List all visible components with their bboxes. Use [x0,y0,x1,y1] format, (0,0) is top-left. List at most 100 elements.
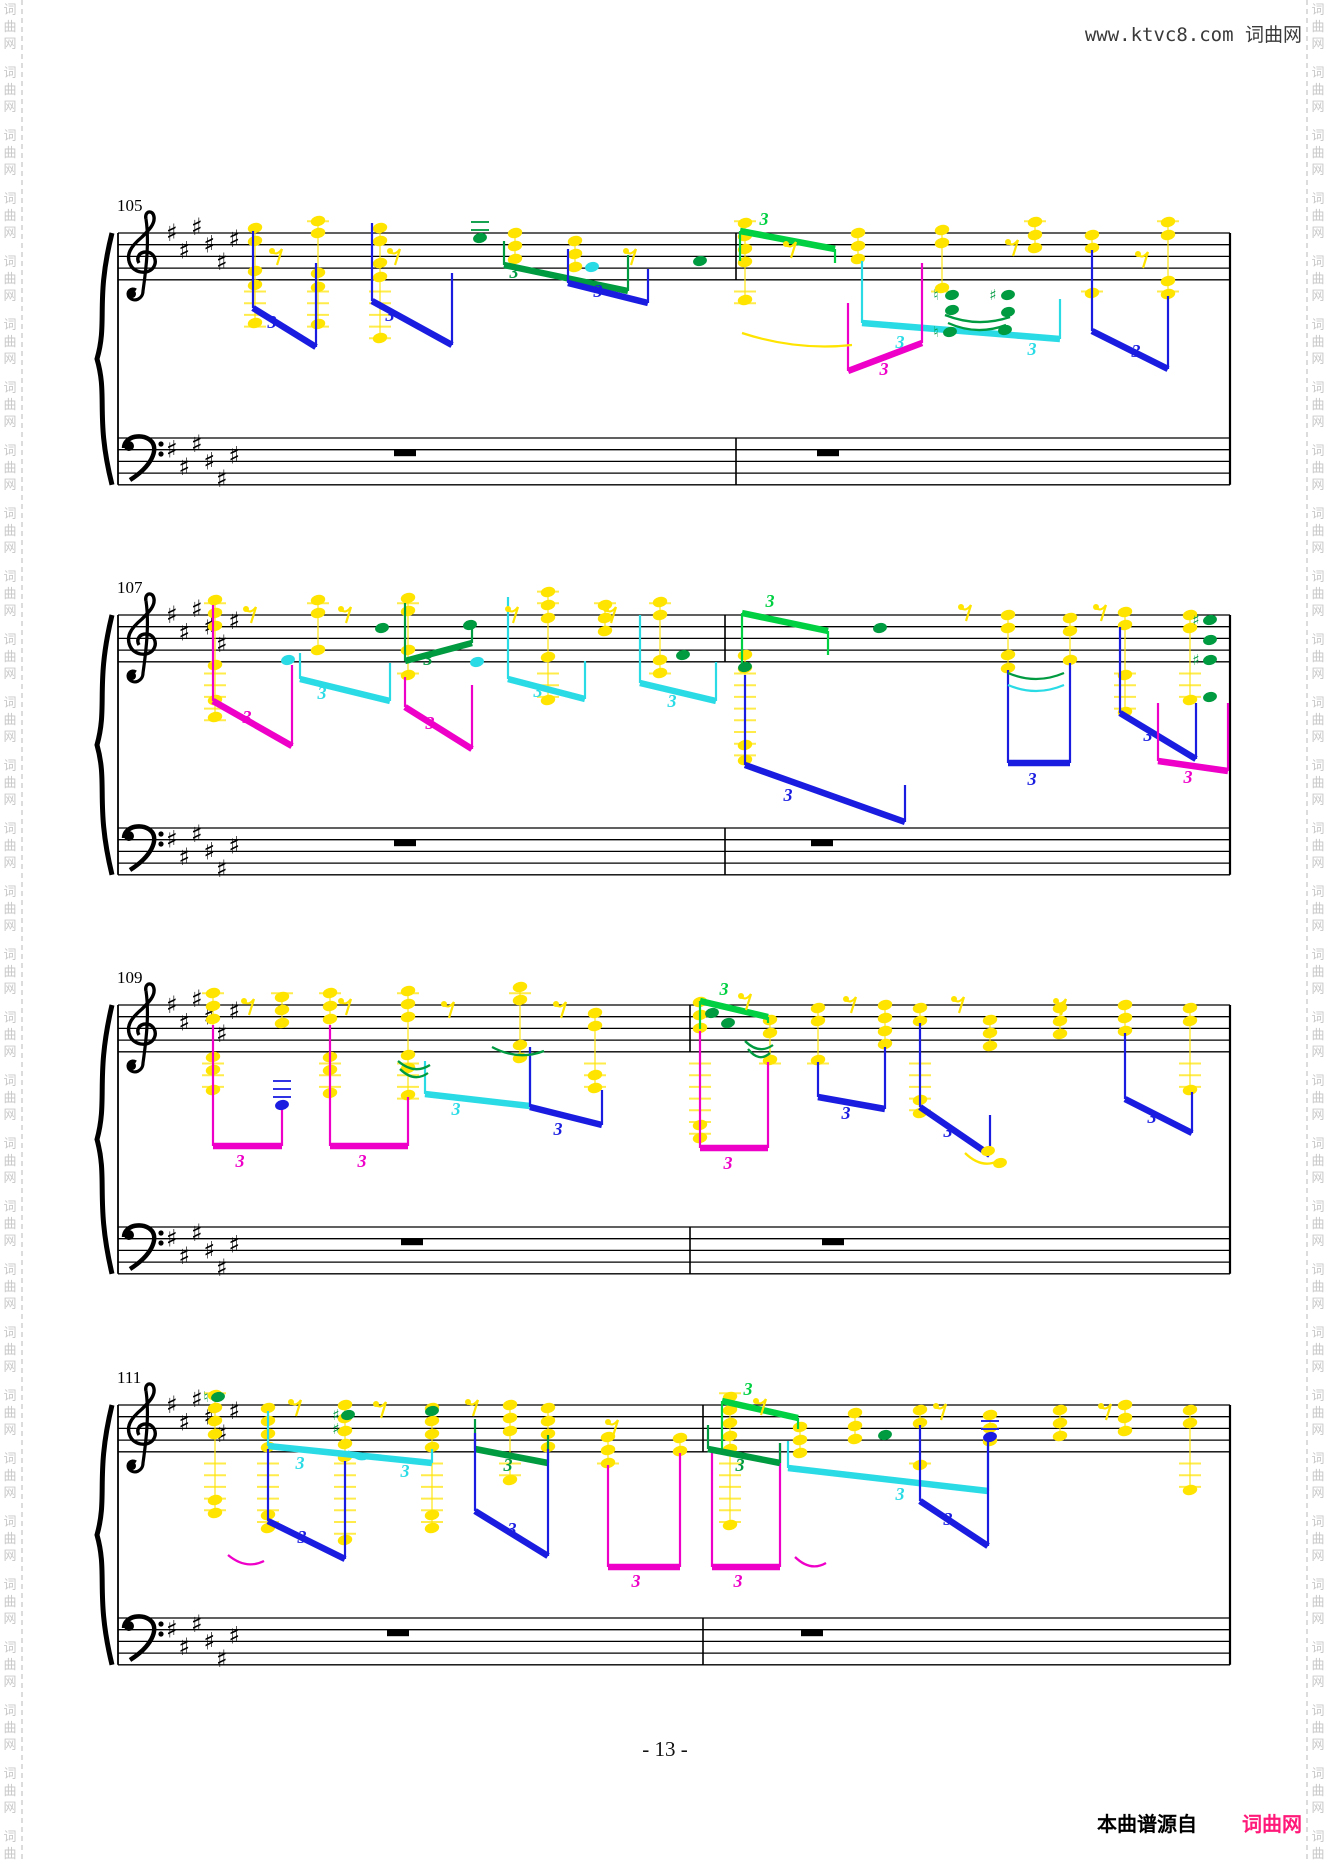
notehead [1062,625,1078,637]
notehead [877,1012,893,1024]
notehead [722,1404,738,1416]
watermark-char: 网 [3,1423,16,1438]
key-signature-sharp: ♯ [216,855,228,883]
triplet-label: 3 [297,1527,307,1547]
notehead [424,1509,440,1521]
notehead [1160,288,1176,300]
notehead [1160,275,1176,287]
eighth-rest-icon [1093,604,1108,622]
notehead [1000,649,1016,661]
watermark-char: 网 [1311,415,1324,430]
triplet-label: 3 [295,1453,305,1473]
rest-tail [609,606,618,624]
notehead [982,1014,998,1026]
notehead [1182,609,1198,621]
watermark-char: 网 [3,1045,16,1060]
triplet-label: 3 [759,209,769,229]
slur [741,331,853,348]
notehead [275,1099,289,1111]
key-signature-sharp: ♯ [229,607,241,635]
watermark-char: 词 [1311,570,1324,585]
watermark-char: 曲 [1311,1595,1324,1610]
watermark-char: 词 [3,1389,16,1404]
watermark-char: 网 [3,1234,16,1249]
footer-site-link[interactable]: 词曲网 [1242,1812,1302,1836]
key-signature-sharp: ♯ [166,219,178,247]
measure-number: 107 [117,578,143,597]
notehead [721,1017,735,1029]
watermark-char: 曲 [3,1784,16,1799]
watermark-char: 词 [3,255,16,270]
watermark-char: 词 [3,1830,16,1845]
triplet-label: 3 [507,1519,517,1539]
key-signature-sharp: ♯ [179,619,191,647]
treble-clef-curl [126,210,157,274]
watermark-char: 词 [1311,948,1324,963]
eighth-rest-icon [441,1001,456,1019]
key-signature-sharp: ♯ [191,820,203,848]
watermark-char: 网 [3,1801,16,1816]
rest-tail [789,241,798,259]
whole-rest [394,839,416,847]
notehead [1052,1015,1068,1027]
key-signature-sharp: ♯ [216,1020,228,1048]
notehead [310,215,326,227]
watermark-char: 曲 [1311,20,1324,35]
notehead [1182,1015,1198,1027]
watermark-char: 词 [1311,1074,1324,1089]
watermark-char: 网 [1311,1171,1324,1186]
notehead [310,227,326,239]
watermark-char: 词 [1311,1137,1324,1152]
watermark-char: 网 [3,793,16,808]
beam [299,675,391,705]
watermark-char: 词 [3,1326,16,1341]
watermark-char: 曲 [1311,335,1324,350]
watermark-char: 曲 [1311,965,1324,980]
notehead [693,255,707,267]
notehead [1117,1399,1133,1411]
key-signature-sharp: ♯ [204,447,216,475]
key-signature-sharp: ♯ [216,1645,228,1673]
notehead [1001,306,1015,318]
watermark-char: 词 [1311,1578,1324,1593]
treble-clef [126,210,157,302]
brace [94,1004,115,1275]
notehead [652,654,668,666]
watermark-char: 网 [3,415,16,430]
watermark-char: 曲 [1311,1721,1324,1736]
watermark-char: 曲 [1311,839,1324,854]
rest-tail [247,998,256,1016]
notehead [207,1428,223,1440]
watermark-char: 曲 [3,461,16,476]
watermark-char: 网 [3,1738,16,1753]
notehead [425,1405,439,1417]
notehead [1062,612,1078,624]
triplet-label: 3 [357,1151,367,1171]
notehead [1203,634,1217,646]
watermark-char: 曲 [1311,1091,1324,1106]
watermark-char: 词 [1311,192,1324,207]
rest-tail [629,248,638,266]
beam [639,679,717,705]
triplet-label: 3 [242,707,252,727]
watermark-char: 网 [3,1675,16,1690]
eighth-rest-icon [553,1001,568,1019]
watermark-char: 词 [3,129,16,144]
key-signature-sharp: ♯ [166,436,178,464]
treble-clef-dot [128,290,136,298]
whole-rest [811,839,833,847]
watermark-char: 曲 [3,1217,16,1232]
watermark-char: 词 [3,3,16,18]
notehead [912,1015,928,1027]
triplet-label: 3 [425,713,435,733]
notehead [722,1519,738,1531]
watermark-char: 曲 [1311,713,1324,728]
notehead [540,599,556,611]
notehead [1182,1404,1198,1416]
watermark-char: 曲 [1311,524,1324,539]
whole-rest [822,1238,844,1246]
key-signature-sharp: ♯ [191,430,203,458]
notehead [1027,242,1043,254]
watermark-char: 词 [1311,633,1324,648]
